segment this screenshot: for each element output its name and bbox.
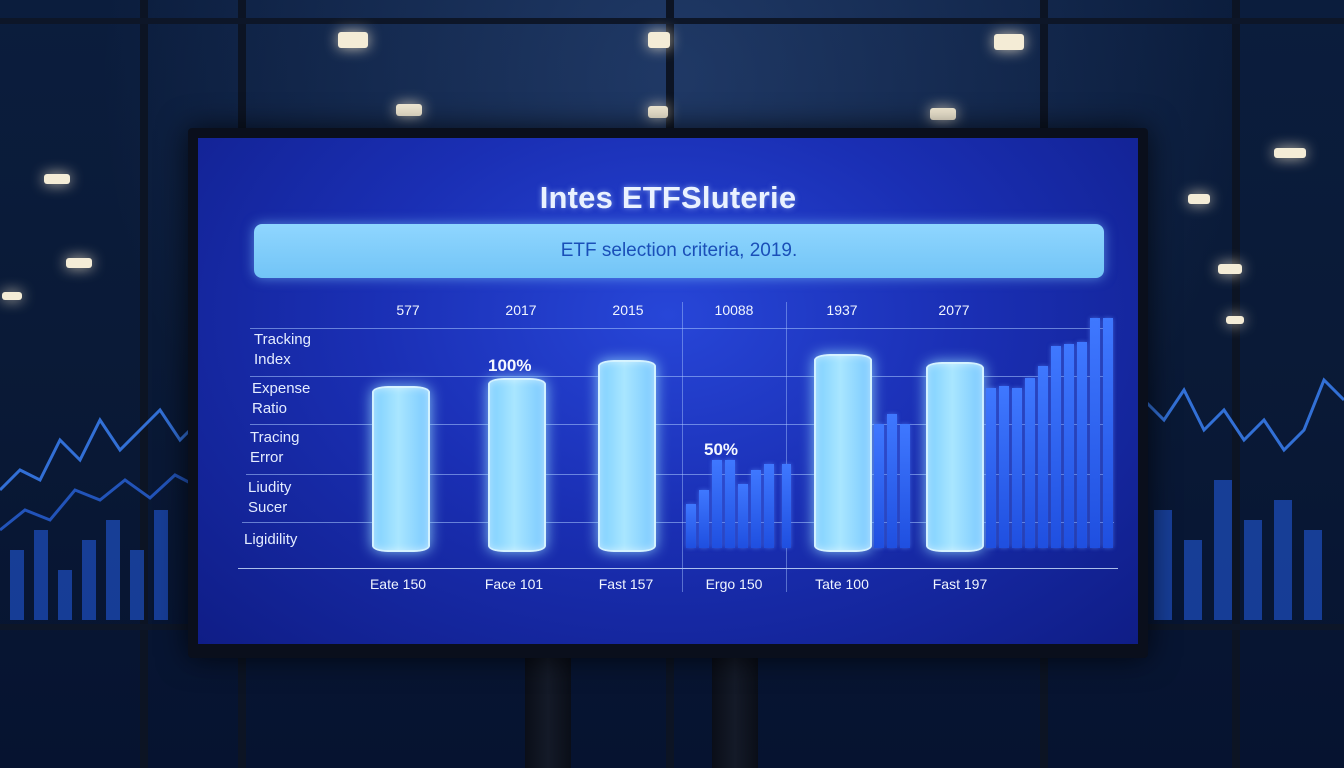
display-screen: Intes ETFSluterie ETF selection criteria…	[198, 138, 1138, 644]
mini-bar	[1103, 318, 1113, 548]
category-label: Fast 157	[598, 576, 654, 592]
ceiling-light	[44, 174, 70, 184]
category-label: Fast 197	[932, 576, 988, 592]
category-label: Eate 150	[369, 576, 427, 592]
row-label: Tracking Index	[254, 331, 311, 368]
mini-bar	[1025, 378, 1035, 548]
year-label: 1937	[826, 302, 858, 318]
mini-bar	[1012, 388, 1022, 548]
chart-bar	[926, 362, 984, 552]
ceiling-light	[396, 104, 422, 116]
mini-bar	[782, 464, 791, 548]
background-chart-right	[1144, 377, 1344, 620]
mini-bar	[725, 460, 735, 548]
mini-bar	[887, 414, 897, 548]
baseline-line	[238, 568, 1118, 569]
row-label: Ligidility	[244, 531, 298, 548]
ceiling-light	[1188, 194, 1210, 204]
section-divider	[786, 302, 787, 592]
monitor-stand-leg	[525, 656, 571, 768]
ceiling-light	[1226, 316, 1244, 324]
mini-bar	[986, 388, 996, 548]
monitor-stand-leg	[712, 656, 758, 768]
section-divider	[682, 302, 683, 592]
year-label: 2015	[612, 302, 644, 318]
screen-title: Intes ETFSluterie	[539, 180, 797, 215]
row-label: Expense Ratio	[252, 380, 311, 417]
chart-bar	[598, 360, 656, 552]
category-label: Ergo 150	[705, 576, 763, 592]
year-label: 2017	[505, 302, 537, 318]
ceiling-light	[930, 108, 956, 120]
background-chart-left	[0, 407, 200, 620]
screen-subtitle: ETF selection criteria, 2019.	[560, 240, 798, 261]
mini-bar	[699, 490, 709, 548]
grid-line	[250, 376, 1110, 377]
year-label: 10088	[714, 302, 754, 318]
category-label: Face 101	[484, 576, 544, 592]
window-mullion	[1232, 0, 1240, 768]
bar-percent-label: 100%	[488, 356, 532, 375]
row-label: Liudity Sucer	[248, 479, 292, 516]
grid-line	[250, 424, 1110, 425]
ceiling-light	[648, 32, 670, 48]
chart-bar	[488, 378, 546, 552]
section-percent-label: 50%	[704, 440, 739, 459]
mini-bar	[1064, 344, 1074, 548]
mini-bar	[1038, 366, 1048, 548]
grid-line	[250, 328, 1110, 329]
ceiling-light	[994, 34, 1024, 50]
ceiling-light	[66, 258, 92, 268]
ceiling-light	[338, 32, 368, 48]
mini-bar	[764, 464, 774, 548]
chart-bar	[814, 354, 872, 552]
mini-bar	[738, 484, 748, 548]
chart-bar	[372, 386, 430, 552]
ceiling-light	[1218, 264, 1242, 274]
mini-bar	[1051, 346, 1061, 548]
category-label: Tate 100	[815, 576, 869, 592]
ceiling-light	[2, 292, 22, 300]
grid-line	[246, 474, 1112, 475]
mini-bar	[751, 470, 761, 548]
display-monitor: Intes ETFSluterie ETF selection criteria…	[188, 128, 1148, 658]
mini-bar	[686, 504, 696, 548]
mini-bar	[1090, 318, 1100, 548]
year-label: 577	[396, 302, 420, 318]
window-mullion	[140, 0, 148, 768]
ceiling-light	[648, 106, 668, 118]
ceiling-light	[1274, 148, 1306, 158]
mini-bar	[712, 460, 722, 548]
mini-bar	[1077, 342, 1087, 548]
grid-line	[242, 522, 1114, 523]
window-transom	[0, 18, 1344, 24]
year-label: 2077	[938, 302, 970, 318]
row-label: Tracing Error	[250, 429, 300, 466]
mini-bar	[999, 386, 1009, 548]
subtitle-banner: ETF selection criteria, 2019.	[254, 224, 1104, 278]
mini-bar	[874, 424, 884, 548]
mini-bar	[900, 424, 910, 548]
